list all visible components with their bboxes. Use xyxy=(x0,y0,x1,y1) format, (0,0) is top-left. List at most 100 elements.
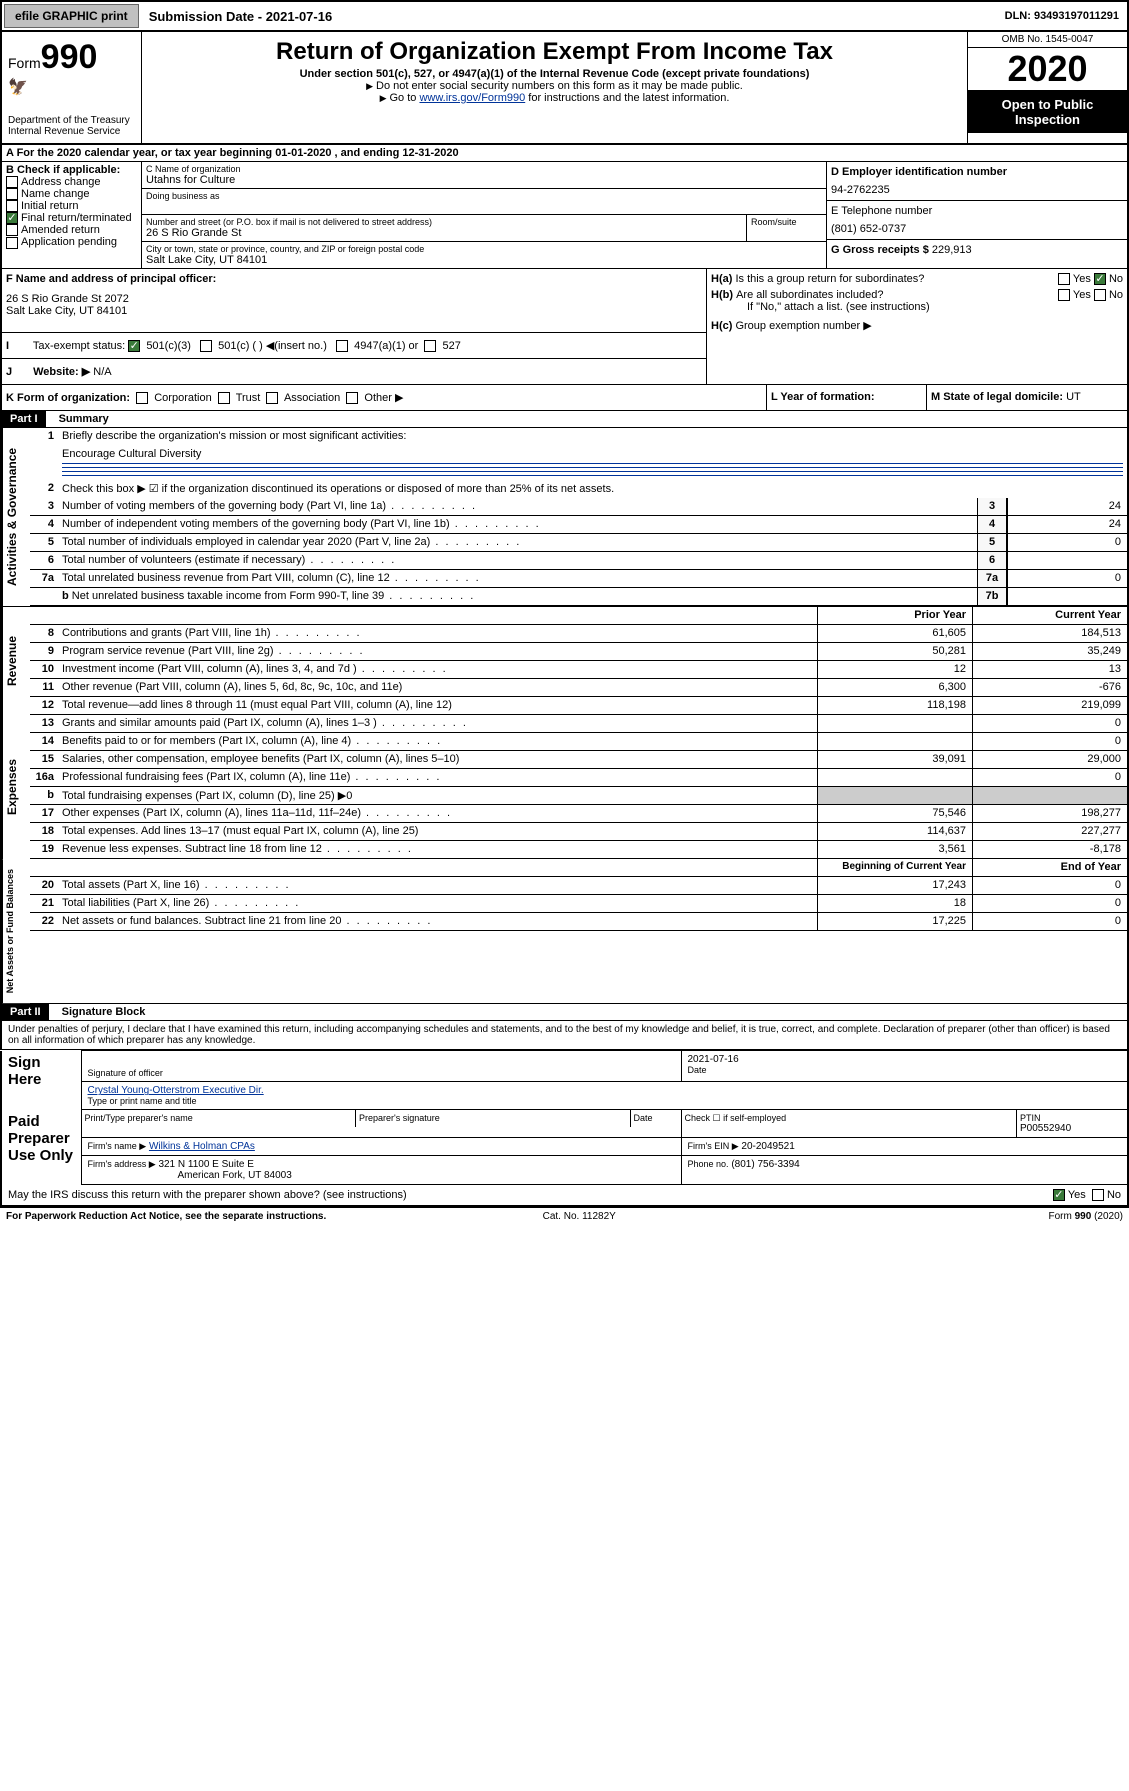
gross-value: 229,913 xyxy=(932,244,972,256)
header-right: OMB No. 1545-0047 2020 Open to Public In… xyxy=(967,32,1127,143)
footer: For Paperwork Reduction Act Notice, see … xyxy=(0,1207,1129,1225)
assoc: Association xyxy=(284,392,340,404)
corp: Corporation xyxy=(154,392,211,404)
period-a: A For the 2020 calendar year, or tax yea… xyxy=(2,145,1127,161)
chk-other[interactable] xyxy=(346,392,358,404)
chk-527[interactable] xyxy=(424,340,436,352)
v6 xyxy=(1007,552,1127,569)
city-label: City or town, state or province, country… xyxy=(146,244,822,254)
org-name: Utahns for Culture xyxy=(146,174,822,186)
ein-value: 94-2762235 xyxy=(831,184,1123,196)
firm-ein: 20-2049521 xyxy=(741,1141,794,1152)
chk-trust[interactable] xyxy=(218,392,230,404)
tab-expenses: Expenses xyxy=(2,715,30,859)
street-address: 26 S Rio Grande St xyxy=(146,227,742,239)
firm-addr2: American Fork, UT 84003 xyxy=(178,1170,675,1181)
dln-label: DLN: 93493197011291 xyxy=(997,6,1127,26)
tax-year: 2020 xyxy=(968,48,1127,91)
l10p: 12 xyxy=(817,661,972,678)
efile-print-button[interactable]: efile GRAPHIC print xyxy=(4,4,139,28)
chk-4947[interactable] xyxy=(336,340,348,352)
addr-change: Address change xyxy=(21,176,101,188)
v7b xyxy=(1007,588,1127,605)
officer-label: F Name and address of principal officer: xyxy=(6,273,702,285)
h-ifno: If "No," attach a list. (see instruction… xyxy=(747,301,1123,313)
initial-return: Initial return xyxy=(21,200,78,212)
l17: Other expenses (Part IX, column (A), lin… xyxy=(58,805,817,822)
city-state-zip: Salt Lake City, UT 84101 xyxy=(146,254,822,266)
l11: Other revenue (Part VIII, column (A), li… xyxy=(58,679,817,696)
chk-501c3[interactable]: ✓ xyxy=(128,340,140,352)
firm-name-label: Firm's name ▶ xyxy=(88,1141,147,1151)
l15p: 39,091 xyxy=(817,751,972,768)
goto-prefix: Go to xyxy=(380,92,420,104)
l14p xyxy=(817,733,972,750)
prep-sig-label: Preparer's signature xyxy=(359,1113,440,1123)
part2-title: Signature Block xyxy=(52,1006,146,1018)
m-value: UT xyxy=(1066,391,1081,403)
l8p: 61,605 xyxy=(817,625,972,642)
chk-corp[interactable] xyxy=(136,392,148,404)
ha-no[interactable]: ✓ xyxy=(1094,273,1106,285)
l16a: Professional fundraising fees (Part IX, … xyxy=(58,769,817,786)
l19c: -8,178 xyxy=(972,841,1127,858)
hb-yes[interactable] xyxy=(1058,289,1070,301)
firm-name[interactable]: Wilkins & Holman CPAs xyxy=(149,1141,255,1152)
part1-label: Part I xyxy=(2,411,46,427)
chk-app[interactable]: Application pending xyxy=(6,236,137,248)
k-label: K Form of organization: xyxy=(6,392,130,404)
l9p: 50,281 xyxy=(817,643,972,660)
chk-initial[interactable]: Initial return xyxy=(6,200,137,212)
chk-assoc[interactable] xyxy=(266,392,278,404)
l21p: 18 xyxy=(817,895,972,912)
chk-501c[interactable] xyxy=(200,340,212,352)
v7a: 0 xyxy=(1007,570,1127,587)
tab-netassets: Net Assets or Fund Balances xyxy=(2,859,30,1003)
discuss-no[interactable] xyxy=(1092,1189,1104,1201)
hb-no[interactable] xyxy=(1094,289,1106,301)
klm-row: K Form of organization: Corporation Trus… xyxy=(0,385,1129,411)
chk-name[interactable]: Name change xyxy=(6,188,137,200)
q2: Check this box ▶ ☑ if the organization d… xyxy=(58,480,1127,498)
501c3: 501(c)(3) xyxy=(146,340,191,352)
officer-name[interactable]: Crystal Young-Otterstrom Executive Dir. xyxy=(88,1085,264,1096)
ein-label: D Employer identification number xyxy=(831,166,1123,178)
irs-link[interactable]: www.irs.gov/Form990 xyxy=(419,92,525,104)
irs-discuss-row: May the IRS discuss this return with the… xyxy=(0,1185,1129,1207)
irs-logo-icon: 🦅 xyxy=(8,77,135,97)
chk-final[interactable]: ✓Final return/terminated xyxy=(6,212,137,224)
l15: Salaries, other compensation, employee b… xyxy=(58,751,817,768)
discuss-yes[interactable]: ✓ xyxy=(1053,1189,1065,1201)
phone-label: E Telephone number xyxy=(831,205,1123,217)
amended: Amended return xyxy=(21,224,100,236)
l17c: 198,277 xyxy=(972,805,1127,822)
chk-self-employed[interactable]: Check ☐ if self-employed xyxy=(682,1110,1018,1137)
chk-address[interactable]: Address change xyxy=(6,176,137,188)
sign-here: Sign Here xyxy=(1,1051,81,1110)
col-current: Current Year xyxy=(972,607,1127,624)
tab-revenue: Revenue xyxy=(2,607,30,715)
app-pending: Application pending xyxy=(21,236,117,248)
l14: Benefits paid to or for members (Part IX… xyxy=(58,733,817,750)
subtitle-2: Do not enter social security numbers on … xyxy=(152,80,957,92)
v4: 24 xyxy=(1007,516,1127,533)
firm-addr-label: Firm's address ▶ xyxy=(88,1159,156,1169)
l12: Total revenue—add lines 8 through 11 (mu… xyxy=(58,697,817,714)
ha-yes[interactable] xyxy=(1058,273,1070,285)
l11p: 6,300 xyxy=(817,679,972,696)
hb-label: Are all subordinates included? xyxy=(736,289,1058,301)
trust: Trust xyxy=(236,392,261,404)
chk-amended[interactable]: Amended return xyxy=(6,224,137,236)
v3: 24 xyxy=(1007,498,1127,515)
q6: Total number of volunteers (estimate if … xyxy=(58,552,977,569)
4947: 4947(a)(1) or xyxy=(354,340,418,352)
l16ap xyxy=(817,769,972,786)
l20: Total assets (Part X, line 16) xyxy=(58,877,817,894)
l13: Grants and similar amounts paid (Part IX… xyxy=(58,715,817,732)
part1-header: Part I Summary xyxy=(0,411,1129,428)
l8: Contributions and grants (Part VIII, lin… xyxy=(58,625,817,642)
irs-label: Internal Revenue Service xyxy=(8,126,135,137)
firm-phone-label: Phone no. xyxy=(688,1159,729,1169)
firm-ein-label: Firm's EIN ▶ xyxy=(688,1141,739,1151)
ptin: P00552940 xyxy=(1020,1123,1124,1134)
